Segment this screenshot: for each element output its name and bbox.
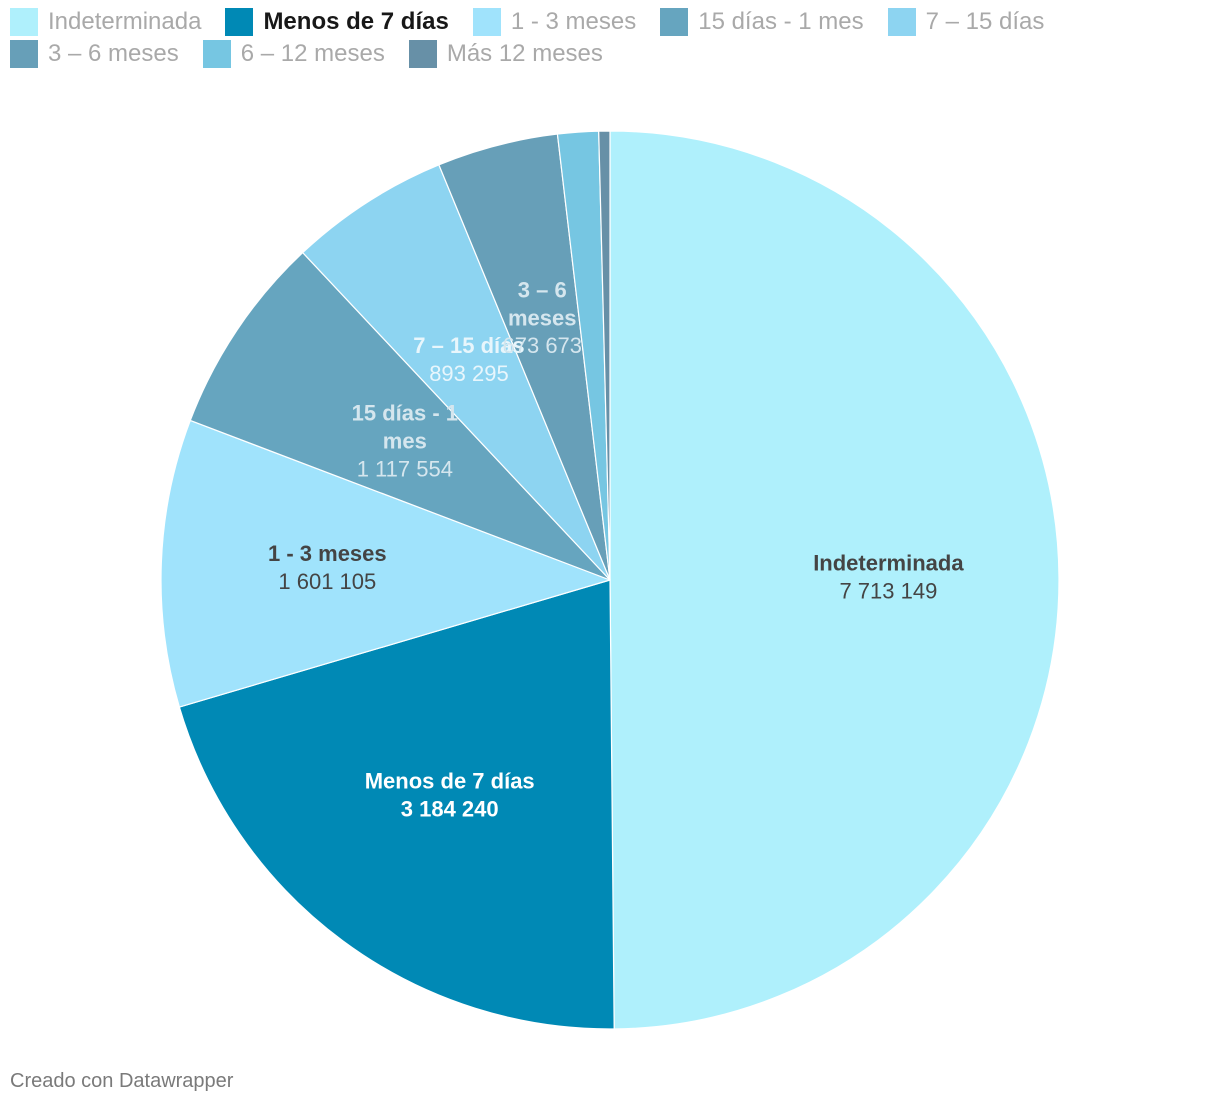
slice-value-1-3-meses: 1 601 105 [278, 569, 376, 594]
pie-slice-indeterminada[interactable] [609, 130, 1060, 1030]
legend-item-3-6-meses[interactable]: 3 – 6 meses [10, 40, 179, 68]
legend-item-15-dias-1-mes[interactable]: 15 días - 1 mes [660, 8, 864, 36]
legend-swatch [225, 8, 254, 36]
slice-value-3-6-meses: 673 673 [503, 333, 583, 358]
legend-label: 3 – 6 meses [48, 40, 179, 67]
legend-label: Indeterminada [48, 8, 202, 35]
legend-swatch [10, 40, 38, 68]
legend-label: 15 días - 1 mes [698, 8, 864, 35]
pie-slice-mas-12-meses[interactable] [598, 130, 611, 581]
legend-swatch [887, 8, 916, 36]
slice-value-menos-de-7-dias: 3 184 240 [401, 796, 499, 821]
legend-swatch [202, 40, 231, 68]
slice-label-indeterminada: Indeterminada [813, 551, 964, 576]
chart-legend: Indeterminada Menos de 7 días 1 - 3 meses 1… [10, 8, 1190, 68]
legend-label: 6 – 12 meses [240, 40, 385, 67]
legend-item-6-12-meses[interactable]: 6 – 12 meses [202, 40, 385, 68]
slice-value-indeterminada: 7 713 149 [839, 579, 937, 604]
slice-label-1-3-meses: 1 - 3 meses [268, 541, 387, 566]
legend-item-mas-12-meses[interactable]: Más 12 meses [408, 40, 603, 68]
footer-credit: Creado con Datawrapper [10, 1070, 234, 1092]
legend-label: 7 – 15 días [925, 8, 1045, 35]
legend-item-1-3-meses[interactable]: 1 - 3 meses [472, 8, 637, 36]
slice-label-7-15-dias: 7 – 15 días [413, 333, 524, 358]
legend-swatch [472, 8, 501, 36]
pie-slice-1-3-meses[interactable] [160, 419, 611, 708]
legend-swatch [10, 8, 38, 36]
legend-item-indeterminada[interactable]: Indeterminada [10, 8, 201, 36]
slice-label-15-dias-1-mes: 15 días - 1 mes [352, 400, 458, 453]
slice-label-menos-de-7-dias: Menos de 7 días [365, 768, 535, 793]
pie-slice-menos-de-7-dias[interactable] [178, 579, 615, 1030]
slice-value-15-dias-1-mes: 1 117 554 [357, 456, 453, 481]
legend-item-menos-de-7-dias[interactable]: Menos de 7 días [225, 8, 449, 36]
pie-slice-7-15-dias[interactable] [302, 164, 611, 581]
legend-label: Menos de 7 días [263, 8, 449, 35]
slice-label-3-6-meses: 3 – 6 meses [508, 277, 577, 330]
legend-label: Más 12 meses [446, 40, 603, 67]
legend-swatch [660, 8, 689, 36]
legend-item-7-15-dias[interactable]: 7 – 15 días [887, 8, 1045, 36]
pie-slice-15-dias-1-mes[interactable] [189, 252, 611, 581]
legend-label: 1 - 3 meses [510, 8, 637, 35]
legend-swatch [408, 40, 437, 68]
slice-value-7-15-dias: 893 295 [429, 361, 509, 386]
